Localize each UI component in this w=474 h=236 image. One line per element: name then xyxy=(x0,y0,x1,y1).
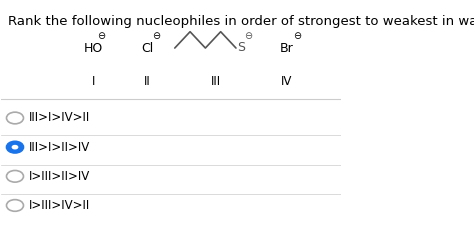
Text: I: I xyxy=(91,75,95,88)
Text: I>III>IV>II: I>III>IV>II xyxy=(28,199,90,212)
Circle shape xyxy=(7,141,24,153)
Text: III>I>IV>II: III>I>IV>II xyxy=(28,111,90,125)
Text: III: III xyxy=(210,75,220,88)
Text: Br: Br xyxy=(280,42,294,55)
Text: Cl: Cl xyxy=(141,42,154,55)
Text: ⊖: ⊖ xyxy=(293,31,301,41)
Text: I>III>II>IV: I>III>II>IV xyxy=(28,170,90,183)
Text: III>I>II>IV: III>I>II>IV xyxy=(28,141,90,154)
Text: ⊖: ⊖ xyxy=(152,31,160,41)
Text: S: S xyxy=(237,41,245,54)
Text: ⊖: ⊖ xyxy=(98,31,106,41)
Circle shape xyxy=(11,145,18,149)
Text: Rank the following nucleophiles in order of strongest to weakest in water.: Rank the following nucleophiles in order… xyxy=(8,15,474,28)
Text: HO: HO xyxy=(83,42,103,55)
Text: ⊖: ⊖ xyxy=(244,31,252,41)
Text: IV: IV xyxy=(281,75,292,88)
Text: II: II xyxy=(144,75,151,88)
